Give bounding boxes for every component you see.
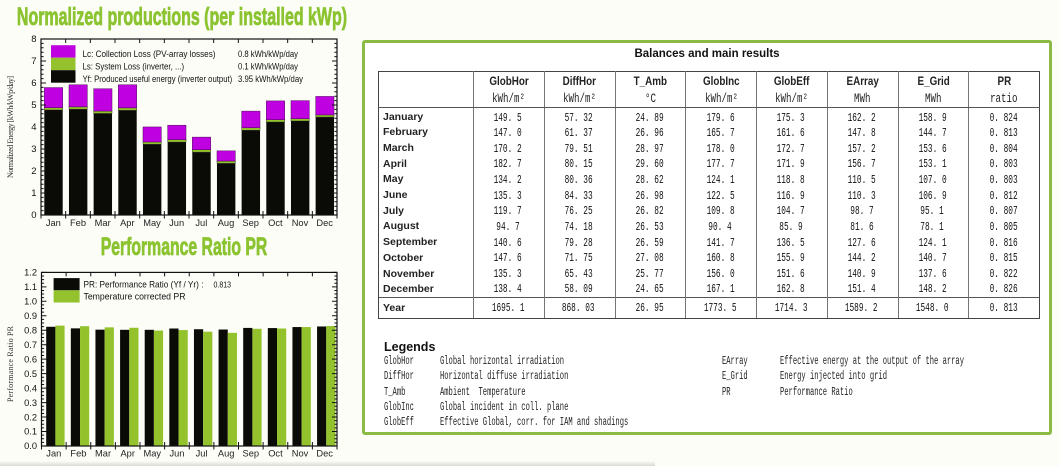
svg-text:0.2: 0.2 xyxy=(24,412,37,422)
svg-text:0.0: 0.0 xyxy=(24,441,37,451)
svg-text:Ls: System Loss (inverter, ..: Ls: System Loss (inverter, ...) xyxy=(83,62,185,72)
svg-text:Mar: Mar xyxy=(95,449,111,459)
svg-text:Apr: Apr xyxy=(120,449,134,459)
svg-text:Sep: Sep xyxy=(242,218,259,228)
svg-text:6: 6 xyxy=(31,78,36,89)
svg-text:Oct: Oct xyxy=(268,449,283,459)
svg-text:Aug: Aug xyxy=(218,218,235,228)
svg-text:0.3: 0.3 xyxy=(24,398,37,408)
svg-text:Jan: Jan xyxy=(46,449,61,459)
svg-text:Feb: Feb xyxy=(70,449,86,459)
svg-text:May: May xyxy=(144,449,162,459)
svg-text:Nov: Nov xyxy=(292,449,309,459)
svg-text:4: 4 xyxy=(31,122,36,133)
svg-text:Jul: Jul xyxy=(195,218,207,228)
svg-text:Temperature corrected PR: Temperature corrected PR xyxy=(84,292,186,302)
svg-text:0.8: 0.8 xyxy=(24,325,37,335)
svg-text:Apr: Apr xyxy=(120,218,134,228)
svg-text:0.4: 0.4 xyxy=(24,383,37,393)
svg-text:0.7: 0.7 xyxy=(24,340,37,350)
svg-text:1: 1 xyxy=(31,188,36,199)
svg-text:Normalized Energy [kWh/kWp/day: Normalized Energy [kWh/kWp/day] xyxy=(6,76,15,178)
svg-text:0.6: 0.6 xyxy=(24,354,37,364)
svg-text:May: May xyxy=(143,218,161,228)
svg-text:Sep: Sep xyxy=(243,449,260,459)
svg-text:7: 7 xyxy=(31,56,36,67)
svg-text:Jun: Jun xyxy=(169,449,184,459)
svg-text:1.1: 1.1 xyxy=(24,282,37,292)
svg-text:0.9: 0.9 xyxy=(24,311,37,321)
svg-text:Dec: Dec xyxy=(316,449,333,459)
svg-text:1.2: 1.2 xyxy=(24,268,37,278)
svg-text:0.1: 0.1 xyxy=(24,427,37,437)
svg-text:Jan: Jan xyxy=(46,218,61,228)
svg-text:0.8 kWh/kWp/day: 0.8 kWh/kWp/day xyxy=(238,49,299,59)
svg-text:PR: Performance Ratio (Yf / Yr: PR: Performance Ratio (Yf / Yr) : xyxy=(84,279,204,289)
svg-text:Aug: Aug xyxy=(218,449,235,459)
svg-text:0: 0 xyxy=(31,210,36,221)
svg-text:Dec: Dec xyxy=(316,218,333,228)
svg-text:Feb: Feb xyxy=(70,218,86,228)
svg-text:8: 8 xyxy=(31,34,36,45)
svg-text:Yf: Produced useful energy (i: Yf: Produced useful energy (inverter out… xyxy=(83,74,233,84)
svg-text:0.5: 0.5 xyxy=(24,369,37,379)
svg-text:Jun: Jun xyxy=(169,218,184,228)
svg-text:5: 5 xyxy=(31,100,36,111)
svg-text:1.0: 1.0 xyxy=(24,297,37,307)
svg-text:0.1 kWh/kWp/day: 0.1 kWh/kWp/day xyxy=(238,62,299,72)
svg-text:Oct: Oct xyxy=(268,218,283,228)
svg-text:3.95 kWh/kWp/day: 3.95 kWh/kWp/day xyxy=(238,74,304,84)
svg-text:0.813: 0.813 xyxy=(214,279,232,289)
svg-text:Performance Ratio PR: Performance Ratio PR xyxy=(6,325,15,402)
svg-text:Mar: Mar xyxy=(95,218,111,228)
svg-text:2: 2 xyxy=(31,166,36,177)
svg-text:Lc: Collection Loss (PV-array: Lc: Collection Loss (PV-array losses) xyxy=(83,49,216,59)
svg-text:3: 3 xyxy=(31,144,36,155)
svg-text:Nov: Nov xyxy=(292,218,309,228)
svg-text:Jul: Jul xyxy=(196,449,208,459)
